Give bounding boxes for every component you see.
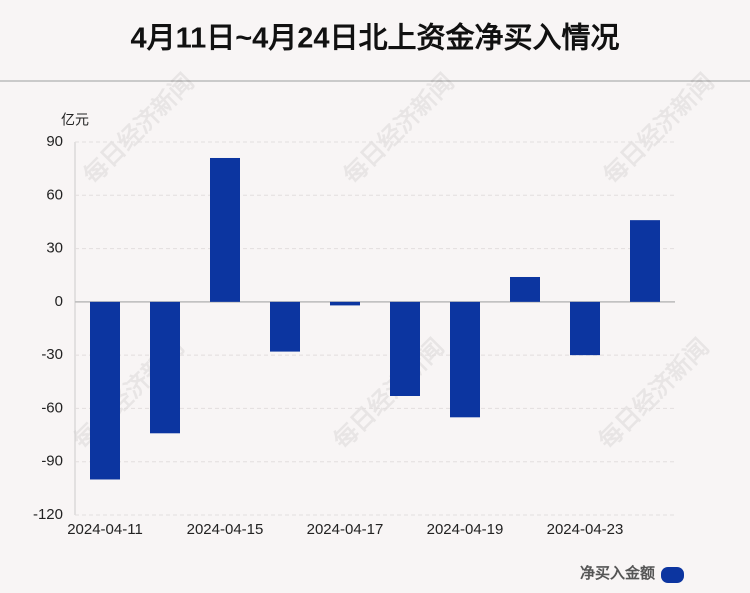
bar [330,301,360,306]
bar [150,301,180,434]
x-tick-label: 2024-04-11 [67,521,143,538]
x-tick-label: 2024-04-23 [547,521,624,538]
legend-label: 净买入金额 [580,564,655,582]
bar [90,301,120,480]
y-tick-label: 30 [46,240,63,257]
y-unit: 亿元 [61,112,89,128]
bar [450,301,480,418]
bar [270,301,300,352]
y-tick-label: 60 [46,186,63,203]
y-tick-label: 0 [55,293,63,310]
bar [570,301,600,356]
bar [630,220,660,302]
bar [210,157,240,302]
x-tick-label: 2024-04-17 [307,521,384,538]
y-tick-label: -60 [41,399,63,416]
x-tick-label: 2024-04-15 [187,521,264,538]
chart-title: 4月11日~4月24日北上资金净买入情况 [130,21,619,55]
y-tick-label: -90 [41,453,63,470]
x-tick-label: 2024-04-19 [427,521,504,538]
y-tick-label: -120 [33,506,63,523]
bar [390,301,420,396]
y-tick-label: 90 [46,133,63,150]
bar [510,276,540,302]
y-tick-label: -30 [41,346,63,363]
legend-swatch [661,567,684,583]
